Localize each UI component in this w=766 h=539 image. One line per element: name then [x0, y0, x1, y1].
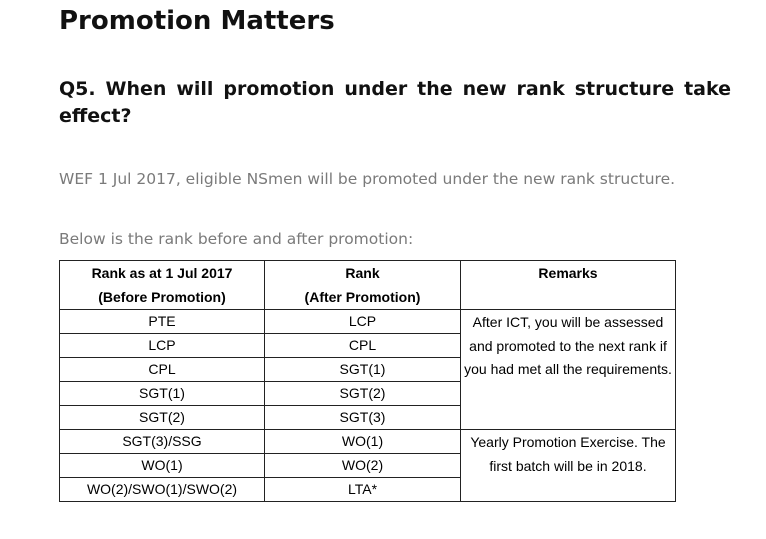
- rank-after-cell: WO(1): [264, 429, 461, 454]
- rank-after-cell: LTA*: [264, 477, 461, 502]
- table-row: PTE LCP After ICT, you will be assessed …: [59, 309, 676, 430]
- remark-cell-ict: After ICT, you will be assessed and prom…: [460, 309, 676, 430]
- rank-before-cell: SGT(1): [59, 381, 265, 406]
- header-rank-after: Rank (After Promotion): [264, 260, 461, 310]
- rank-before-cell: PTE: [59, 309, 265, 334]
- rank-before-cell: WO(2)/SWO(1)/SWO(2): [59, 477, 265, 502]
- table-row: WO(2)/SWO(1)/SWO(2) LTA*: [59, 477, 676, 502]
- table-header-row: Rank as at 1 Jul 2017 (Before Promotion)…: [59, 260, 676, 310]
- remark-cell-yearly: Yearly Promotion Exercise. The first bat…: [460, 429, 676, 502]
- header-rank-before-line2: (Before Promotion): [98, 289, 226, 305]
- effective-date-text: WEF 1 Jul 2017, eligible NSmen will be p…: [59, 170, 676, 188]
- rank-before-cell: SGT(3)/SSG: [59, 429, 265, 454]
- rank-promotion-table: Rank as at 1 Jul 2017 (Before Promotion)…: [59, 260, 676, 502]
- rank-after-cell: WO(2): [264, 453, 461, 478]
- page-title: Promotion Matters: [59, 6, 335, 36]
- header-rank-after-line1: Rank: [345, 265, 380, 281]
- header-rank-before: Rank as at 1 Jul 2017 (Before Promotion): [59, 260, 265, 310]
- rank-before-cell: WO(1): [59, 453, 265, 478]
- question-heading: Q5. When will promotion under the new ra…: [59, 78, 731, 127]
- header-rank-before-line1: Rank as at 1 Jul 2017: [91, 265, 233, 281]
- table-row: WO(1) WO(2): [59, 453, 676, 478]
- rank-after-cell: CPL: [264, 333, 461, 358]
- table-intro-text: Below is the rank before and after promo…: [59, 230, 414, 248]
- table-row: SGT(3)/SSG WO(1) Yearly Promotion Exerci…: [59, 429, 676, 502]
- header-rank-after-line2: (After Promotion): [304, 289, 421, 305]
- rank-after-cell: SGT(2): [264, 381, 461, 406]
- header-remarks: Remarks: [460, 260, 676, 310]
- rank-before-cell: LCP: [59, 333, 265, 358]
- rank-before-cell: CPL: [59, 357, 265, 382]
- table-row: LCP CPL: [59, 333, 676, 358]
- rank-after-cell: LCP: [264, 309, 461, 334]
- rank-before-cell: SGT(2): [59, 405, 265, 430]
- header-remarks-label: Remarks: [538, 265, 598, 281]
- rank-after-cell: SGT(1): [264, 357, 461, 382]
- rank-after-cell: SGT(3): [264, 405, 461, 430]
- table-row: SGT(1) SGT(2): [59, 381, 676, 406]
- table-row: SGT(2) SGT(3): [59, 405, 676, 430]
